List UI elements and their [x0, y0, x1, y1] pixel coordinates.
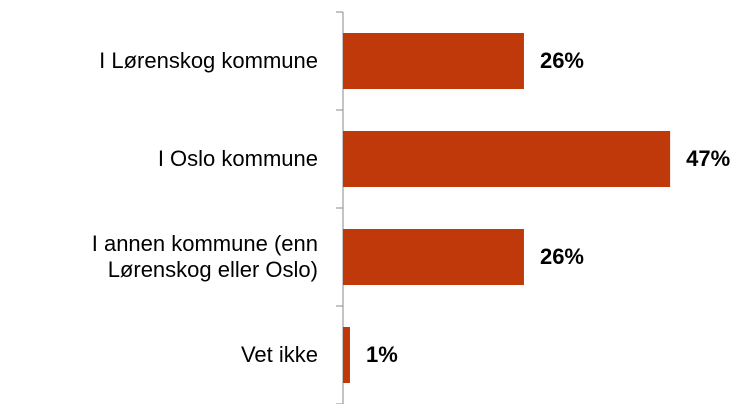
value-label: 47% — [686, 146, 730, 171]
bar — [343, 131, 671, 187]
bar — [343, 33, 524, 89]
value-label: 26% — [540, 48, 584, 73]
category-label: I Lørenskog kommune — [99, 48, 318, 73]
bar — [343, 327, 350, 383]
value-label: 26% — [540, 244, 584, 269]
category-label: Vet ikke — [240, 342, 318, 367]
category-label: I Oslo kommune — [157, 146, 318, 171]
category-label: I annen kommune (enn Lørenskog eller Osl… — [91, 231, 318, 282]
bar — [343, 229, 524, 285]
value-label: 1% — [366, 342, 398, 367]
